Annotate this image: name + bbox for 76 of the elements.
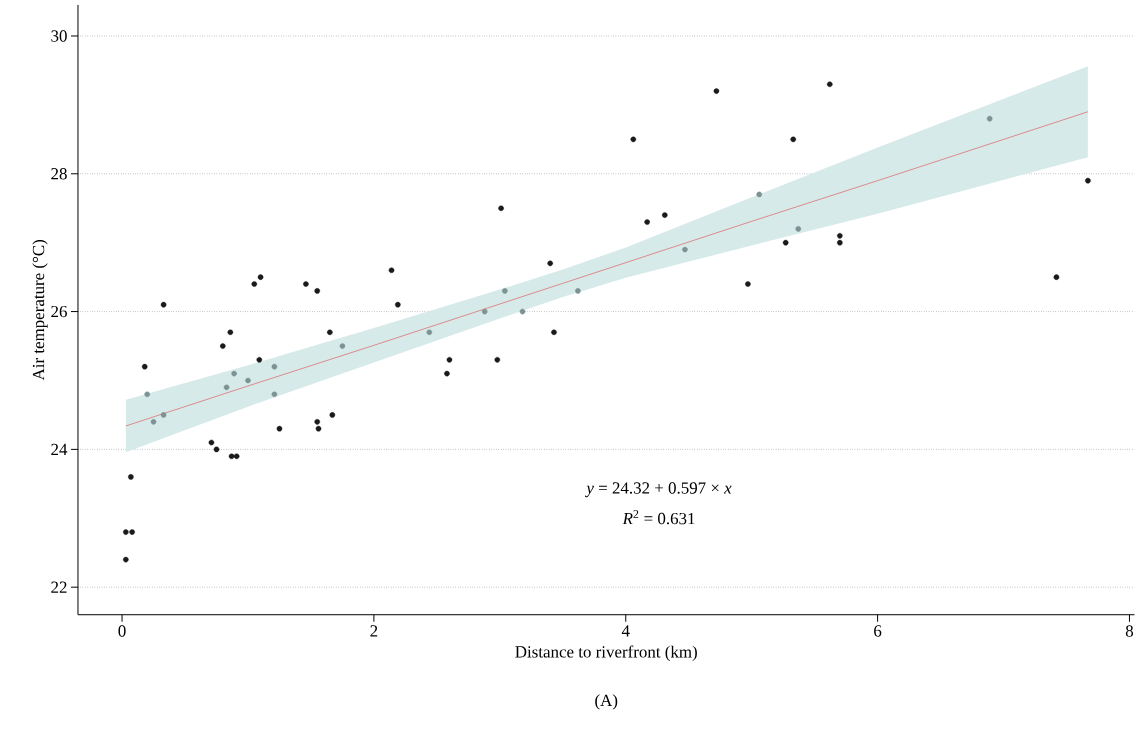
point	[444, 370, 450, 377]
point	[1053, 274, 1060, 281]
point	[782, 240, 789, 246]
point	[213, 446, 220, 453]
point	[220, 343, 226, 349]
point	[1085, 178, 1091, 184]
annotation: R$^{2}$ = 0.631	[622, 510, 695, 525]
point	[388, 267, 395, 274]
point	[837, 233, 843, 239]
point	[713, 88, 720, 95]
point	[129, 529, 135, 535]
point	[223, 384, 230, 391]
x-tick-label: 4	[621, 625, 630, 637]
point	[446, 357, 453, 363]
y-tick-label: 24	[51, 443, 68, 456]
point	[395, 302, 401, 308]
point	[795, 226, 802, 232]
point	[837, 240, 843, 246]
x-tick-label: 2	[370, 625, 378, 637]
point	[271, 364, 278, 370]
x-tick-label: 8	[1125, 625, 1134, 637]
point	[257, 274, 264, 281]
y-tick-label: 26	[51, 306, 67, 318]
point	[481, 308, 488, 315]
point	[426, 329, 433, 336]
y-tick-label: 30	[51, 30, 67, 42]
point	[547, 260, 553, 267]
point	[329, 412, 336, 418]
point	[644, 219, 650, 225]
point	[150, 419, 157, 425]
point	[141, 364, 148, 370]
text: (A)	[595, 694, 618, 710]
point	[160, 302, 167, 308]
point	[826, 81, 833, 88]
y-tick-label: 22	[51, 581, 67, 593]
point	[315, 426, 322, 432]
point	[662, 212, 668, 219]
x-tick-label: 6	[874, 625, 882, 637]
point	[575, 288, 581, 294]
point	[231, 370, 237, 377]
point	[682, 246, 688, 253]
point	[519, 308, 526, 315]
point	[256, 357, 263, 363]
point	[551, 329, 557, 336]
point	[986, 116, 993, 122]
x-axis-title: Distance to riverfront (km)	[515, 645, 697, 662]
point	[228, 453, 235, 460]
point	[208, 439, 215, 446]
y-tick-label: 28	[51, 168, 67, 180]
point	[128, 474, 134, 480]
point	[502, 288, 508, 294]
annotation: y = 24.32 + 0.597 × x	[585, 482, 732, 498]
point	[160, 412, 167, 418]
line-series	[125, 111, 1089, 427]
point	[498, 205, 504, 212]
point	[276, 426, 283, 432]
point	[245, 377, 251, 384]
point	[756, 191, 763, 198]
point	[144, 391, 151, 398]
point	[314, 288, 321, 294]
point	[314, 419, 321, 425]
y-axis-title: Air temperature (°C)	[32, 240, 48, 381]
point	[327, 329, 333, 336]
point	[630, 136, 637, 143]
point	[339, 343, 346, 349]
point	[494, 357, 501, 363]
point	[251, 281, 258, 287]
point	[123, 529, 129, 535]
point	[233, 453, 240, 460]
point	[227, 329, 234, 336]
point	[271, 391, 278, 398]
point	[790, 136, 797, 143]
point	[745, 281, 751, 287]
point	[123, 556, 129, 563]
x-tick-label: 0	[118, 625, 126, 637]
point	[303, 281, 309, 287]
